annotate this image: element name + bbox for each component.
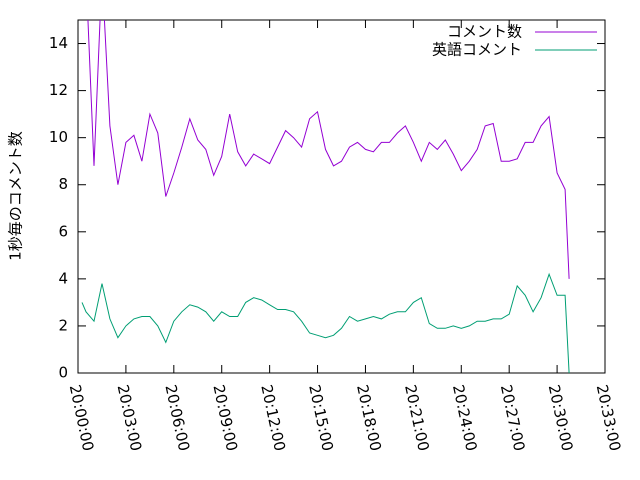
data-line bbox=[81, 272, 570, 373]
x-tick-label: 20:00:00 bbox=[66, 383, 98, 453]
x-tick-label: 20:15:00 bbox=[305, 383, 337, 453]
legend-label: 英語コメント bbox=[432, 41, 522, 59]
x-tick-label: 20:33:00 bbox=[593, 383, 625, 453]
y-tick-label: 14 bbox=[49, 34, 68, 52]
y-tick-label: 10 bbox=[49, 128, 68, 146]
legend-label: コメント数 bbox=[447, 23, 522, 41]
y-tick-label: 4 bbox=[58, 269, 68, 287]
x-tick-label: 20:06:00 bbox=[162, 383, 194, 453]
x-tick-label: 20:09:00 bbox=[209, 383, 241, 453]
y-tick-label: 0 bbox=[58, 364, 68, 382]
y-tick-label: 6 bbox=[58, 222, 68, 240]
y-tick-label: 8 bbox=[58, 175, 68, 193]
x-tick-label: 20:27:00 bbox=[497, 383, 529, 453]
x-tick-label: 20:12:00 bbox=[257, 383, 289, 453]
plot-frame bbox=[77, 19, 606, 374]
x-tick-label: 20:30:00 bbox=[545, 383, 577, 453]
data-line bbox=[87, 20, 570, 279]
x-tick-label: 20:03:00 bbox=[114, 383, 146, 453]
y-tick-label: 12 bbox=[49, 81, 68, 99]
y-axis-label: 1秒毎のコメント数 bbox=[7, 131, 25, 261]
x-tick-label: 20:21:00 bbox=[401, 383, 433, 453]
x-tick-label: 20:24:00 bbox=[449, 383, 481, 453]
x-tick-label: 20:18:00 bbox=[353, 383, 385, 453]
y-tick-label: 2 bbox=[58, 316, 68, 334]
